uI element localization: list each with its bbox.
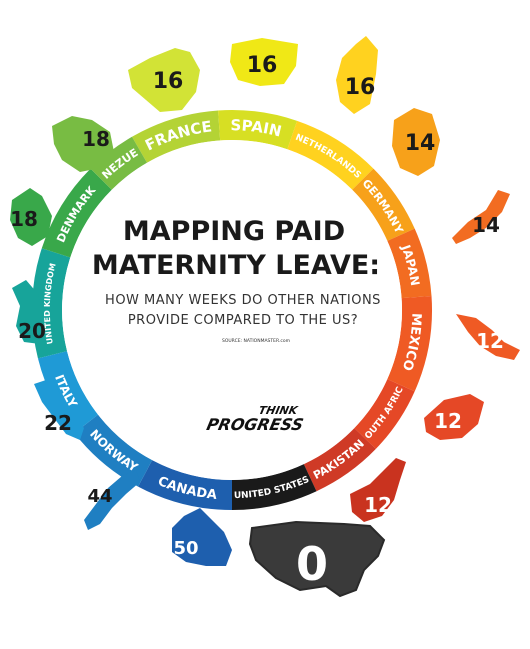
- uk-shape: [12, 280, 50, 344]
- ring-segment-japan: [387, 228, 432, 299]
- france-shape: [128, 48, 200, 112]
- ring-segment-denmark: [41, 168, 112, 258]
- ring-segment-venezuela: [90, 136, 147, 190]
- norway-shape: [84, 470, 140, 530]
- weeks-united-states: 0: [296, 537, 328, 591]
- center-disc: [62, 140, 402, 480]
- weeks-spain: 16: [247, 53, 278, 78]
- pakistan-shape: [350, 458, 406, 522]
- south-africa-shape: [424, 394, 484, 440]
- source-note: SOURCE: NATIONMASTER.com: [222, 338, 290, 344]
- japan-shape: [452, 190, 510, 244]
- weeks-uk: 20: [18, 319, 46, 343]
- weeks-denmark: 18: [10, 207, 38, 231]
- weeks-venezuela: 18: [82, 127, 110, 151]
- mexico-shape: [456, 314, 520, 360]
- ring-segment-spain: [218, 110, 298, 150]
- subtitle-line-2: PROVIDE COMPARED TO THE US?: [128, 313, 358, 328]
- country-shapes: [10, 36, 520, 598]
- spain-shape: [230, 38, 298, 86]
- ring-segment-france: [132, 110, 221, 163]
- netherlands-shape: [336, 36, 378, 114]
- weeks-france: 16: [153, 69, 184, 94]
- weeks-germany: 14: [405, 131, 436, 156]
- weeks-japan: 14: [472, 213, 500, 237]
- italy-shape: [34, 378, 84, 440]
- weeks-italy: 22: [44, 411, 72, 435]
- weeks-pakistan: 12: [364, 493, 392, 517]
- title-line-2: MATERNITY LEAVE:: [92, 250, 380, 281]
- ring-segment-canada: [138, 460, 232, 510]
- logo-think: THINK: [257, 404, 300, 417]
- ring-segment-south-africa: [354, 379, 415, 449]
- weeks-netherlands: 16: [345, 75, 376, 100]
- weeks-norway: 44: [87, 486, 112, 507]
- ring-segment-norway: [74, 414, 153, 487]
- think-progress-logo: THINK PROGRESS: [205, 404, 305, 434]
- ring-segment-united-states: [232, 464, 317, 510]
- subtitle-line-1: HOW MANY WEEKS DO OTHER NATIONS: [105, 293, 381, 308]
- title-line-1: MAPPING PAID: [123, 216, 345, 247]
- ring-segment-germany: [352, 168, 415, 241]
- ring-segment-italy: [37, 351, 99, 434]
- usa-shape: [248, 520, 386, 598]
- country-ring: [31, 110, 432, 510]
- weeks-south-africa: 12: [434, 409, 462, 433]
- weeks-canada: 50: [173, 538, 198, 559]
- canada-shape: [172, 508, 232, 566]
- venezuela-shape: [52, 116, 114, 172]
- germany-shape: [392, 108, 440, 176]
- ring-segment-mexico: [387, 296, 432, 392]
- weeks-mexico: 12: [476, 329, 504, 353]
- ring-segment-netherlands: [287, 120, 374, 190]
- denmark-shape: [10, 188, 52, 246]
- logo-progress: PROGRESS: [205, 415, 305, 434]
- ring-segment-pakistan: [303, 428, 376, 492]
- week-numbers: 16 16 16 14 14 12 12 12 0 50 44 22 20 18…: [10, 53, 504, 591]
